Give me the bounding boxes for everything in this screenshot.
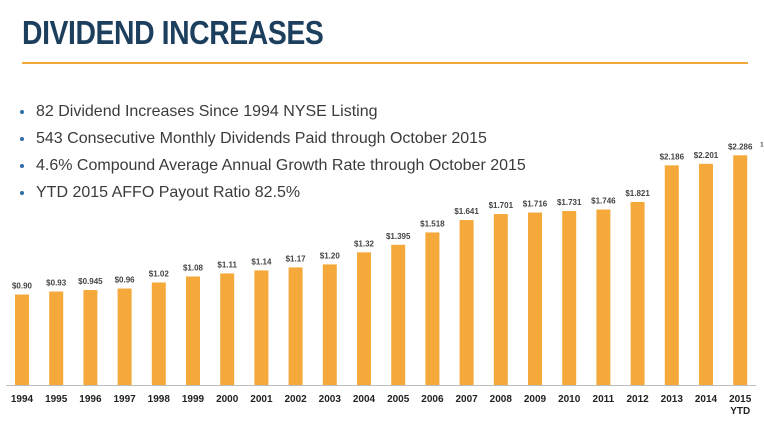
x-tick-label: 2002 [284, 394, 307, 405]
x-tick-label: 2004 [353, 394, 376, 405]
bullet-text: 82 Dividend Increases Since 1994 NYSE Li… [36, 102, 378, 120]
data-label: $1.11 [217, 260, 237, 269]
x-tick-label: 2006 [421, 394, 444, 405]
bullet-text: 543 Consecutive Monthly Dividends Paid t… [36, 129, 487, 147]
bar [493, 214, 508, 385]
bullet-item: 4.6% Compound Average Annual Growth Rate… [20, 152, 526, 179]
bullet-item: YTD 2015 AFFO Payout Ratio 82.5% [20, 179, 526, 206]
data-label: $2.286 [728, 142, 753, 151]
bar [425, 232, 440, 385]
data-label: $1.746 [591, 197, 616, 206]
data-label: $1.701 [489, 201, 514, 210]
data-label: $1.32 [354, 239, 375, 248]
bar [596, 209, 611, 385]
bullet-text: YTD 2015 AFFO Payout Ratio 82.5% [36, 183, 301, 201]
footnote-marker: 1 [760, 142, 764, 148]
data-label: $1.518 [420, 219, 445, 228]
title-underline [22, 62, 748, 64]
bar [83, 290, 98, 385]
data-label: $1.20 [320, 251, 341, 260]
bar [254, 270, 269, 385]
bar [288, 267, 303, 385]
x-tick-label: 2005 [387, 394, 410, 405]
bar [151, 282, 166, 385]
x-tick-label: 2008 [490, 394, 513, 405]
x-tick-label: 1996 [79, 394, 102, 405]
data-label: $1.08 [183, 263, 204, 272]
x-tick-label: 2015 [729, 394, 752, 405]
x-tick-label: 2007 [455, 394, 478, 405]
data-label: $1.716 [523, 200, 548, 209]
bar [357, 252, 371, 385]
data-label: $0.96 [115, 276, 136, 285]
x-tick-label: 2014 [695, 394, 718, 405]
x-tick-label: 2011 [593, 394, 615, 405]
bar [459, 220, 474, 385]
bar [322, 264, 337, 385]
x-tick-label: 1994 [11, 394, 34, 405]
bar [220, 273, 235, 385]
x-tick-label: 2000 [216, 394, 239, 405]
data-label: $1.395 [386, 232, 411, 241]
x-tick-label: 2009 [524, 394, 547, 405]
bullet-dot-icon [20, 163, 24, 168]
x-tick-label: 2003 [319, 394, 342, 405]
bar [528, 212, 542, 385]
bar [391, 244, 406, 385]
page-title: DIVIDEND INCREASES [22, 14, 324, 51]
x-tick-label: 2012 [626, 394, 649, 405]
data-label: $1.14 [251, 257, 272, 266]
data-label: $1.821 [625, 189, 650, 198]
data-label: $1.731 [557, 198, 582, 207]
x-tick-label: 1999 [182, 394, 205, 405]
bar [733, 155, 748, 385]
data-label: $1.02 [149, 269, 170, 278]
bar [186, 276, 200, 385]
x-tick-label: 1998 [148, 394, 171, 405]
data-label: $0.93 [46, 279, 67, 288]
bar [699, 163, 713, 385]
bullet-dot-icon [20, 109, 24, 114]
data-label: $1.17 [286, 254, 307, 263]
data-label: $1.641 [454, 207, 479, 216]
data-label: $2.186 [660, 152, 685, 161]
bar [117, 288, 132, 385]
x-tick-label: 2001 [250, 394, 273, 405]
x-tick-label: 1995 [45, 394, 68, 405]
bullet-text: 4.6% Compound Average Annual Growth Rate… [36, 156, 526, 174]
x-tick-label: 2013 [661, 394, 684, 405]
bar [15, 294, 29, 385]
bar [630, 201, 645, 385]
data-label: $0.90 [12, 282, 33, 291]
bullet-dot-icon [20, 190, 24, 195]
x-tick-label: 1997 [113, 394, 136, 405]
bullet-item: 543 Consecutive Monthly Dividends Paid t… [20, 125, 526, 152]
x-tick-sublabel: YTD [730, 406, 750, 417]
bar [562, 211, 577, 385]
bullet-list: 82 Dividend Increases Since 1994 NYSE Li… [20, 98, 526, 206]
bar [49, 291, 64, 385]
bullet-dot-icon [20, 136, 24, 141]
bar [664, 165, 679, 385]
bullet-item: 82 Dividend Increases Since 1994 NYSE Li… [20, 98, 526, 125]
x-tick-label: 2010 [558, 394, 581, 405]
data-label: $0.945 [78, 277, 103, 286]
data-label: $2.201 [694, 151, 719, 160]
